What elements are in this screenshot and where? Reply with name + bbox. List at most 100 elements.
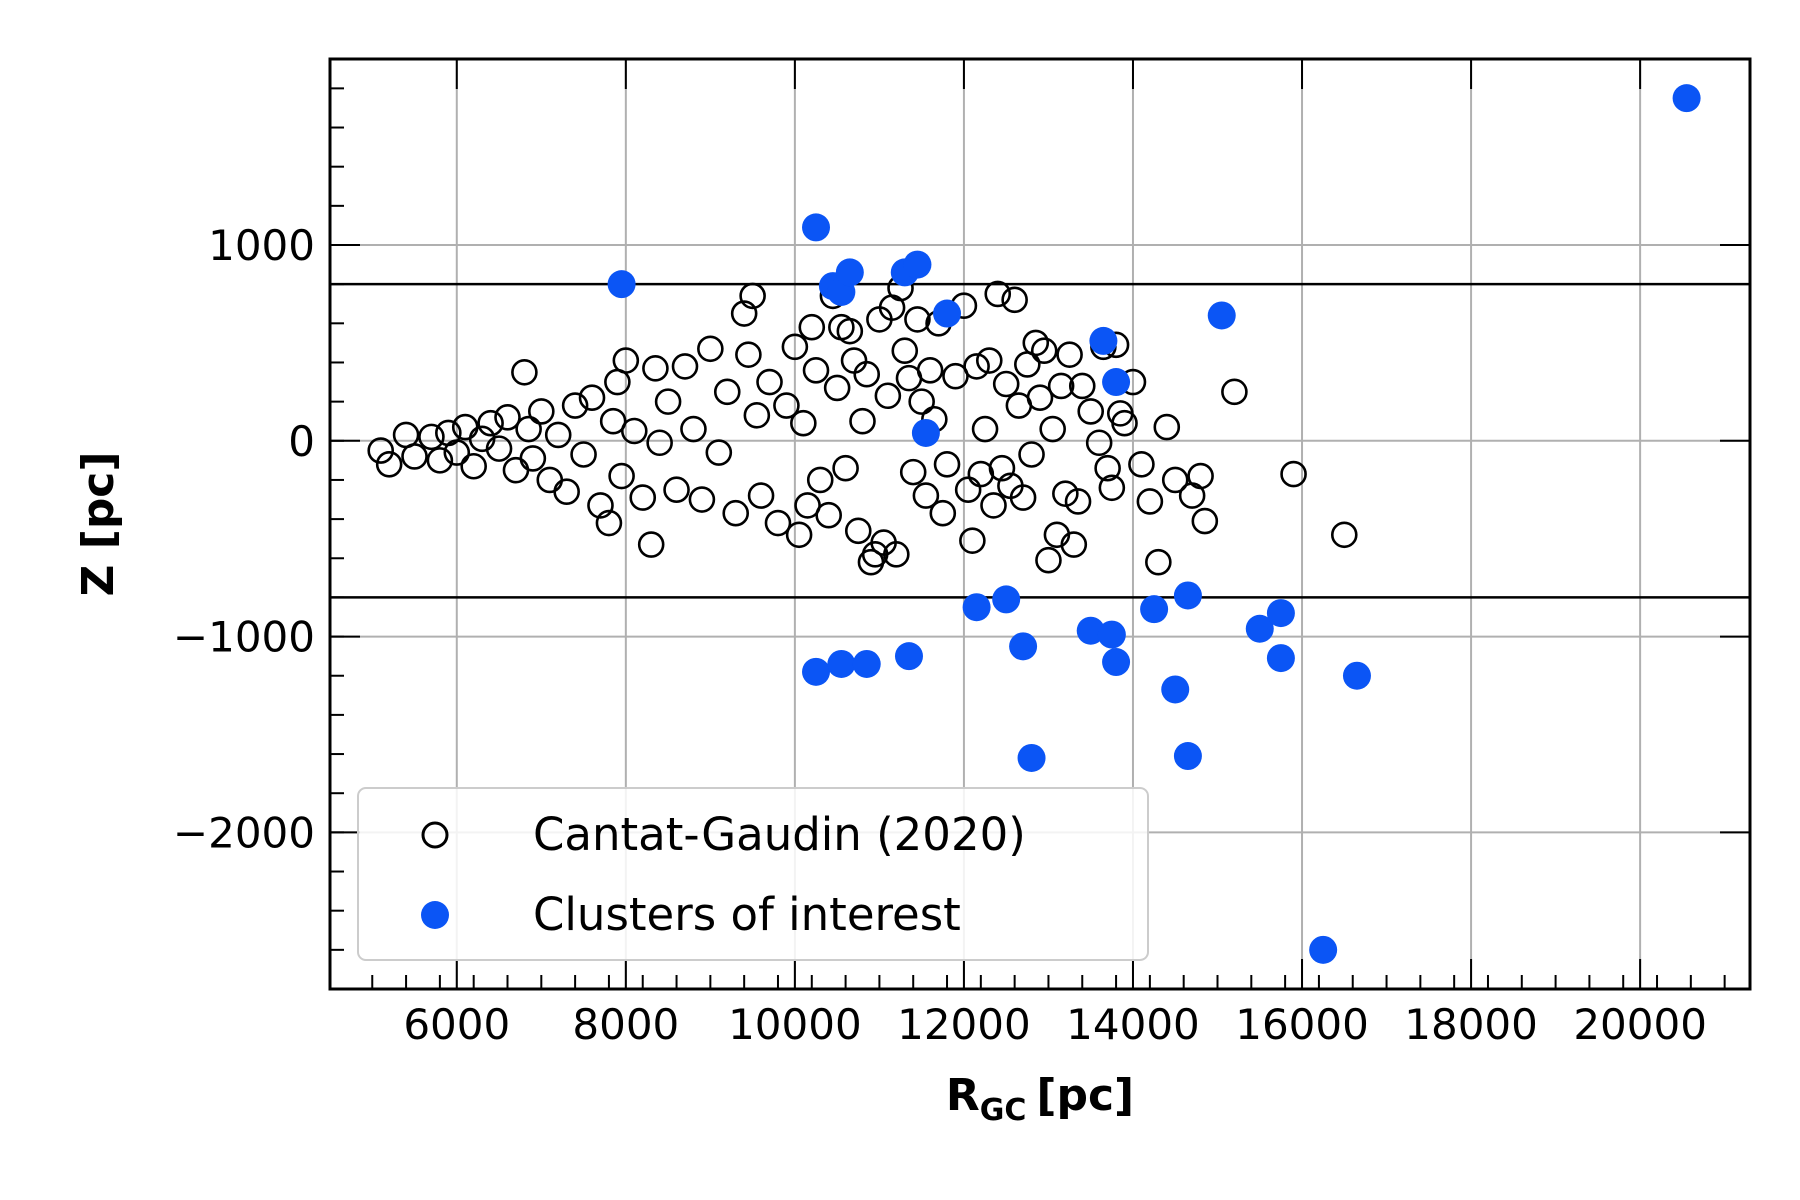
data-point-cantat-gaudin [1128,450,1155,478]
data-point-cantat-gaudin [426,447,454,474]
data-point-cantat-gaudin [798,313,826,341]
data-point-cantat-gaudin [1018,441,1045,468]
data-point-cantat-gaudin [849,407,876,435]
data-point-cluster-of-interest [852,649,881,678]
data-point-cantat-gaudin [553,478,580,505]
legend-label-cantat-gaudin: Cantat-Gaudin (2020) [533,808,1026,861]
data-point-cantat-gaudin [794,492,821,519]
data-point-cantat-gaudin [773,392,800,419]
data-point-cantat-gaudin [620,417,648,445]
data-point-cantat-gaudin [595,509,623,537]
x-tick-label: 6000 [403,1000,510,1049]
data-point-cluster-of-interest [835,258,864,287]
data-point-cantat-gaudin [764,509,792,537]
data-point-cantat-gaudin [1111,409,1138,437]
y-axis-title: Z [pc] [73,451,124,596]
x-axis-title: RGC [pc] [946,1070,1134,1128]
data-point-cluster-of-interest [1207,301,1236,330]
y-tick-label: 0 [288,417,315,466]
data-point-cluster-of-interest [1076,616,1105,645]
data-point-cluster-of-interest [1089,326,1118,355]
data-point-cantat-gaudin [735,341,762,368]
data-point-cluster-of-interest [933,299,962,328]
data-point-cantat-gaudin [1085,429,1113,457]
data-point-cantat-gaudin [612,347,640,374]
x-tick-label: 8000 [572,1000,679,1049]
data-point-cluster-of-interest [1161,675,1190,704]
data-point-cantat-gaudin [836,317,864,345]
data-point-cantat-gaudin [806,466,834,494]
data-point-cantat-gaudin [401,443,428,470]
data-point-cantat-gaudin [713,378,741,406]
data-point-cantat-gaudin [485,435,513,462]
data-point-cluster-of-interest [992,585,1021,614]
data-point-cantat-gaudin [1077,398,1105,425]
data-point-cantat-gaudin [519,445,547,472]
plot-frame [328,57,1752,991]
data-point-cantat-gaudin [1136,488,1164,515]
data-point-cantat-gaudin [375,450,403,478]
data-point-cantat-gaudin [561,392,589,419]
data-point-cluster-of-interest [1245,614,1274,643]
data-point-cantat-gaudin [515,415,542,443]
data-point-cantat-gaudin [959,527,986,554]
data-point-cantat-gaudin [790,409,817,437]
data-point-cantat-gaudin [1280,460,1307,488]
legend-box [357,787,1149,961]
data-point-cantat-gaudin [963,353,990,380]
x-tick-label: 18000 [1404,1000,1538,1049]
data-point-cluster-of-interest [1173,742,1202,771]
legend-marker-clusters-of-interest [421,901,449,929]
data-point-cantat-gaudin [654,388,682,415]
data-point-cantat-gaudin [578,384,606,412]
data-point-cantat-gaudin [747,482,775,509]
data-point-cantat-gaudin [1026,384,1054,412]
data-point-cantat-gaudin [663,476,690,504]
data-point-cantat-gaudin [1022,329,1050,357]
tick-labels: 6000 8000 10000 12000 14000 16000 18000 20000−2… [173,221,1707,1049]
data-point-cantat-gaudin [1068,372,1096,400]
data-point-cluster-of-interest [1009,632,1038,661]
threshold-lines [330,282,1750,599]
data-point-cluster-of-interest [1102,648,1131,677]
data-point-cantat-gaudin [1064,488,1092,515]
data-point-cantat-gaudin [785,521,813,549]
data-point-cluster-of-interest [1309,935,1338,964]
data-point-cantat-gaudin [418,423,445,451]
data-point-cantat-gaudin [730,300,758,327]
data-point-cantat-gaudin [912,482,940,509]
x-axis-title-subscript: GC [980,1093,1027,1128]
data-point-cluster-of-interest [1266,599,1295,628]
data-point-cluster-of-interest [1017,743,1046,772]
data-point-cantat-gaudin [992,370,1020,398]
data-point-cluster-of-interest [962,593,991,622]
data-point-cantat-gaudin [933,450,961,478]
data-point-cantat-gaudin [984,280,1012,308]
data-point-cantat-gaudin [642,355,669,382]
data-point-cantat-gaudin [971,415,999,443]
x-tick-label: 12000 [897,1000,1031,1049]
data-point-cantat-gaudin [1153,413,1181,441]
data-point-cantat-gaudin [367,437,395,464]
data-point-cluster-of-interest [607,270,636,299]
data-point-cantat-gaudin [853,360,881,388]
data-point-cantat-gaudin [1161,466,1189,494]
data-point-cluster-of-interest [903,250,932,279]
data-point-cantat-gaudin [599,407,627,435]
x-axis-title-main: R [946,1070,980,1121]
data-point-cantat-gaudin [544,421,572,449]
x-tick-label: 16000 [1235,1000,1369,1049]
data-points [367,84,1701,964]
data-point-cantat-gaudin [929,499,957,527]
x-tick-label: 10000 [728,1000,862,1049]
data-point-cluster-of-interest [802,213,831,242]
data-point-cantat-gaudin [460,452,487,480]
data-point-cantat-gaudin [908,388,935,415]
data-point-cantat-gaudin [1047,372,1075,400]
data-point-cantat-gaudin [511,358,538,386]
data-point-cluster-of-interest [1266,644,1295,673]
data-point-cantat-gaudin [1035,546,1062,574]
data-point-cantat-gaudin [477,409,504,437]
